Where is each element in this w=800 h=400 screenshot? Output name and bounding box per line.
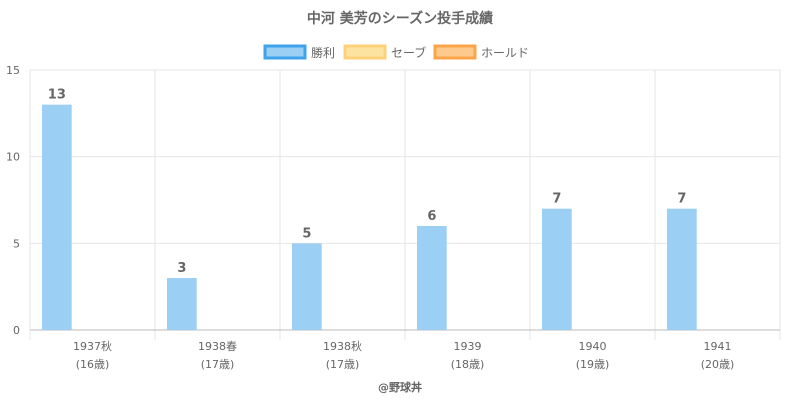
legend-swatch-2 — [433, 44, 477, 60]
x-tick-label: 1939 — [454, 340, 482, 353]
x-tick-sublabel: (17歳) — [326, 358, 360, 371]
y-tick-label: 10 — [6, 151, 20, 164]
x-tick-label: 1938春 — [198, 340, 237, 353]
data-label: 7 — [677, 192, 686, 207]
grid — [29, 69, 781, 340]
legend-swatch-1 — [343, 44, 387, 60]
legend-swatch-0 — [263, 44, 307, 60]
data-label: 5 — [302, 226, 311, 241]
x-tick-label: 1941 — [704, 340, 732, 353]
data-label: 13 — [48, 88, 66, 103]
legend-label-0: 勝利 — [311, 45, 335, 60]
bar-0-5 — [667, 208, 697, 330]
bar-0-2 — [292, 243, 322, 330]
legend-label-2: ホールド — [481, 46, 529, 60]
legend-label-1: セーブ — [391, 45, 426, 60]
y-tick-label: 5 — [13, 237, 20, 250]
x-tick-sublabel: (16歳) — [76, 358, 110, 371]
legend: 勝利 セーブ ホールド — [263, 44, 529, 60]
x-axis: 1937秋 (16歳) 1938春 (17歳) 1938秋 (17歳) 1939 (18歳) 1… — [73, 339, 734, 371]
x-tick-sublabel: (17歳) — [201, 358, 235, 371]
bar-0-4 — [542, 208, 572, 330]
x-tick-label: 1937秋 — [73, 339, 112, 353]
chart-title: 中河 美芳のシーズン投手成績 — [307, 10, 493, 27]
data-label: 3 — [177, 261, 186, 276]
bars — [42, 104, 697, 331]
x-tick-label: 1940 — [579, 340, 607, 353]
x-tick-sublabel: (19歳) — [576, 358, 610, 371]
data-label: 6 — [427, 209, 436, 224]
x-tick-sublabel: (20歳) — [701, 358, 735, 371]
bar-0-0 — [42, 104, 72, 331]
y-tick-label: 15 — [6, 64, 20, 77]
x-tick-sublabel: (18歳) — [451, 358, 485, 371]
y-tick-label: 0 — [13, 324, 20, 337]
x-tick-label: 1938秋 — [323, 339, 362, 353]
data-labels: 13 3 5 6 7 7 — [48, 88, 687, 276]
bar-0-3 — [417, 226, 447, 330]
footer-credit: @野球丼 — [378, 380, 422, 394]
data-label: 7 — [552, 192, 561, 207]
bar-0-1 — [167, 278, 197, 330]
y-axis: 0 5 10 15 — [6, 64, 20, 337]
